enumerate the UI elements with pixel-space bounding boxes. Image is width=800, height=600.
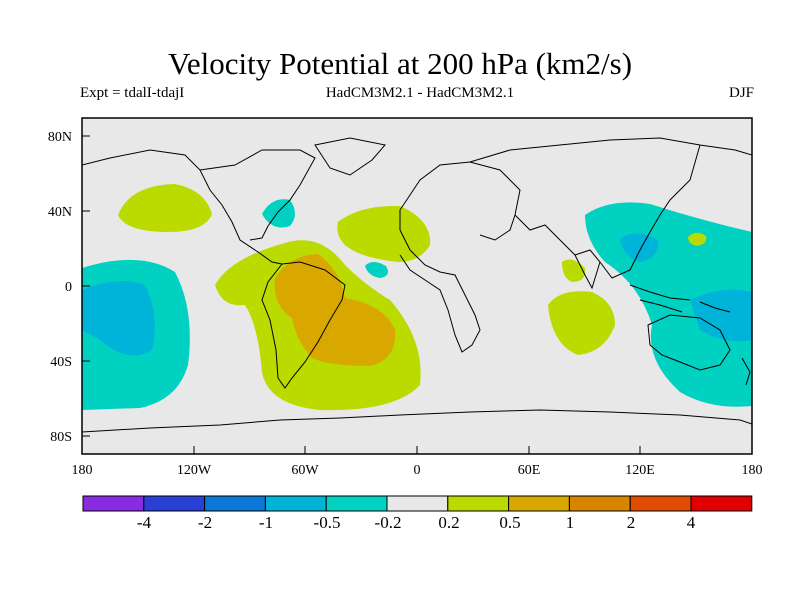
lon-label-180w: 180 [72, 463, 93, 478]
colorbar-label-9: 4 [687, 513, 696, 532]
coast-europe-africa [399, 161, 521, 353]
lon-label-120W: 120W [177, 463, 212, 478]
colorbar-box [82, 495, 145, 512]
colorbar: -4 -2 -1 -0.5 -0.2 0.2 0.5 1 2 4 [82, 495, 753, 532]
contour-asia-core [620, 233, 659, 262]
lon-label-60E: 60E [518, 463, 541, 478]
coast-australia [647, 314, 731, 371]
coastlines [82, 137, 752, 433]
coast-antarctica [82, 409, 752, 433]
colorbar-label-8: 2 [627, 513, 636, 532]
colorbar-box [143, 495, 206, 512]
model-label: HadCM3M2.1 - HadCM3M2.1 [325, 85, 515, 101]
contour-arabian-positive [562, 259, 586, 282]
colorbar-box [386, 495, 449, 512]
contour-subtropical-high-pacific [118, 184, 212, 232]
coast-greenland [314, 137, 386, 176]
colorbar-box [447, 495, 510, 512]
lat-label-40N: 40N [48, 205, 72, 220]
longitude-axis: 180 120W 60W 0 60E 120E 180 [72, 446, 763, 478]
coast-north-america [82, 149, 316, 265]
colorbar-box [690, 495, 753, 512]
lon-label-0: 0 [414, 463, 421, 478]
colorbar-box [204, 495, 266, 512]
colorbar-box [629, 495, 692, 512]
page-title: Velocity Potential at 200 hPa (km2/s) [167, 46, 633, 81]
coast-new-zealand [741, 357, 751, 386]
experiment-label: Expt = tdalI-tdajI [80, 85, 185, 101]
contour-east-pacific-core [82, 281, 155, 356]
lat-label-80N: 80N [48, 130, 72, 145]
contour-fields [82, 184, 752, 411]
colorbar-box [508, 495, 570, 512]
lat-label-80S: 80S [50, 430, 72, 445]
colorbar-label-6: 0.5 [499, 513, 520, 532]
colorbar-label-0: -4 [137, 513, 152, 532]
coast-south-america [261, 261, 346, 389]
contour-indian-ocean-positive [548, 291, 615, 355]
contour-caribbean-negative [365, 262, 388, 278]
lat-label-40S: 40S [50, 355, 72, 370]
colorbar-label-1: -2 [198, 513, 212, 532]
contour-north-atlantic-negative [262, 199, 295, 228]
colorbar-label-2: -1 [259, 513, 273, 532]
colorbar-label-4: -0.2 [375, 513, 402, 532]
colorbar-label-7: 1 [566, 513, 575, 532]
coast-asia [469, 137, 752, 279]
colorbar-label-5: 0.2 [438, 513, 459, 532]
contour-pacific-small-positive [688, 232, 707, 246]
lat-label-equator: 0 [65, 280, 72, 295]
colorbar-box [264, 495, 327, 512]
coast-maritime-islands [629, 284, 731, 313]
contour-south-america-maximum [274, 254, 396, 366]
season-label: DJF [728, 85, 754, 101]
lon-label-120E: 120E [625, 463, 655, 478]
contour-west-pacific-core [690, 289, 752, 342]
colorbar-box [325, 495, 388, 512]
lon-label-180e: 180 [742, 463, 763, 478]
colorbar-box [568, 495, 631, 512]
coast-india-peninsula [574, 254, 601, 290]
latitude-axis: 80N 40N 0 40S 80S [48, 130, 90, 445]
lon-label-60W: 60W [291, 463, 319, 478]
colorbar-label-3: -0.5 [314, 513, 341, 532]
contour-north-atlantic-positive [337, 205, 431, 262]
